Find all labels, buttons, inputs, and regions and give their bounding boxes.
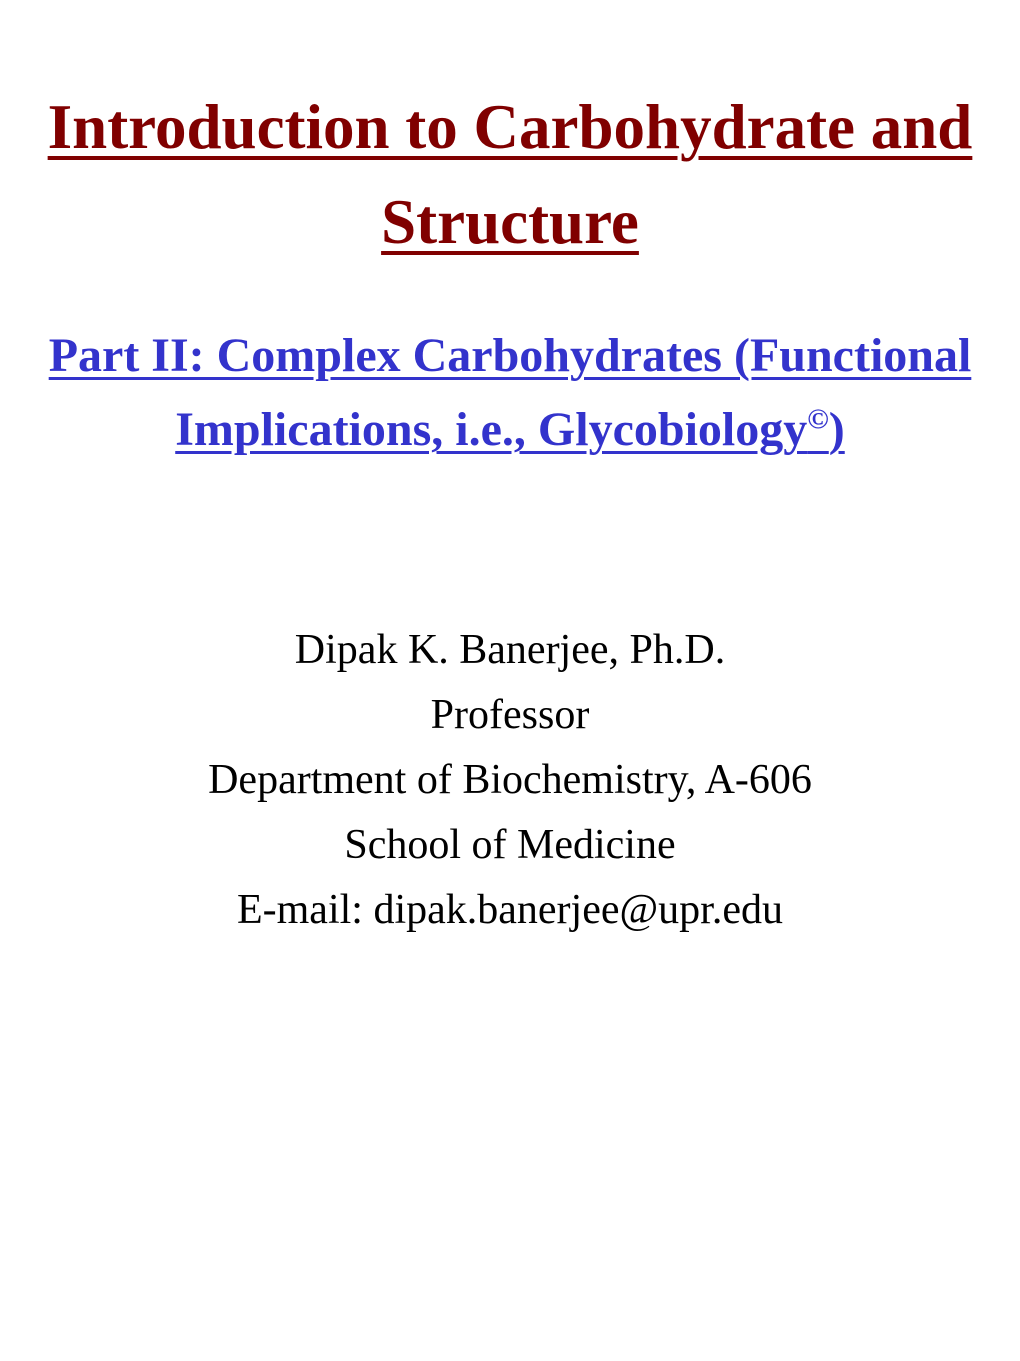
author-name: Dipak K. Banerjee, Ph.D. [30, 618, 990, 683]
author-block: Dipak K. Banerjee, Ph.D. Professor Depar… [30, 618, 990, 943]
author-email: E-mail: dipak.banerjee@upr.edu [30, 878, 990, 943]
subtitle-suffix: ) [829, 403, 845, 456]
subtitle: Part II: Complex Carbohydrates (Function… [30, 319, 990, 468]
author-department: Department of Biochemistry, A-606 [30, 748, 990, 813]
author-school: School of Medicine [30, 813, 990, 878]
subtitle-superscript: © [807, 403, 829, 435]
main-title: Introduction to Carbohydrate and Structu… [30, 80, 990, 269]
author-title: Professor [30, 683, 990, 748]
